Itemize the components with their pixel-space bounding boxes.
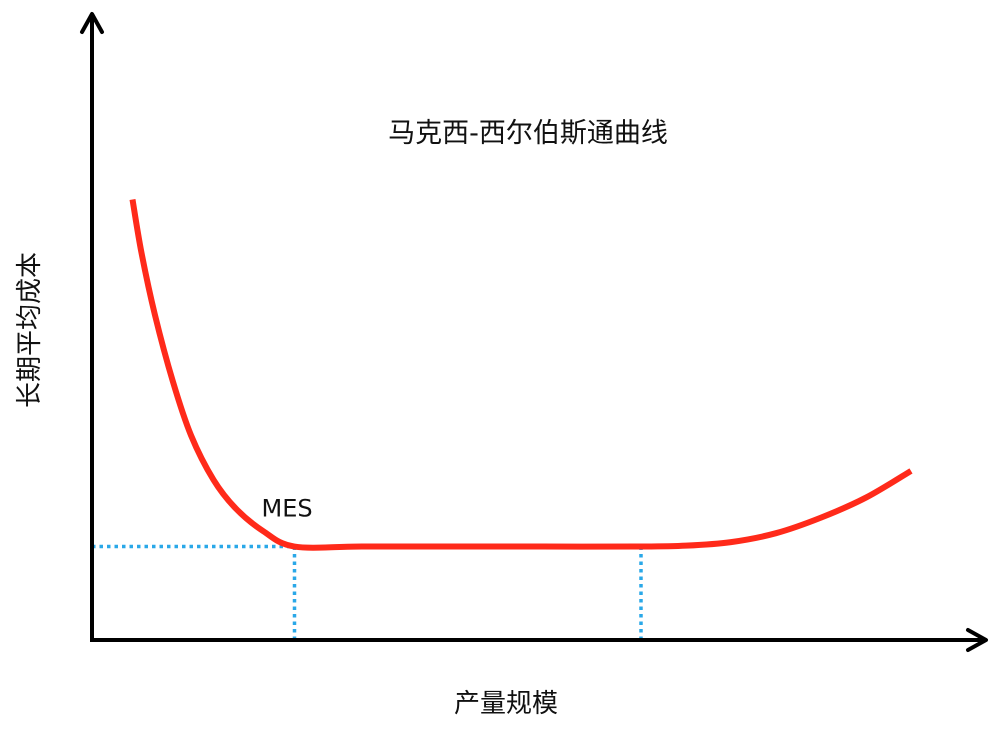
annotations: MES	[262, 495, 313, 523]
annotation-mes-label: MES	[262, 495, 313, 523]
y-axis-label: 长期平均成本	[15, 252, 45, 408]
y-axis-arrowhead	[80, 12, 104, 34]
x-axis-label: 产量规模	[454, 689, 558, 719]
x-axis-arrowhead	[966, 628, 988, 652]
chart-title: 马克西-西尔伯斯通曲线	[388, 118, 668, 149]
series-group	[129, 198, 913, 551]
lrac-curve	[129, 198, 913, 551]
reference-lines	[92, 544, 643, 640]
axes	[80, 12, 988, 652]
